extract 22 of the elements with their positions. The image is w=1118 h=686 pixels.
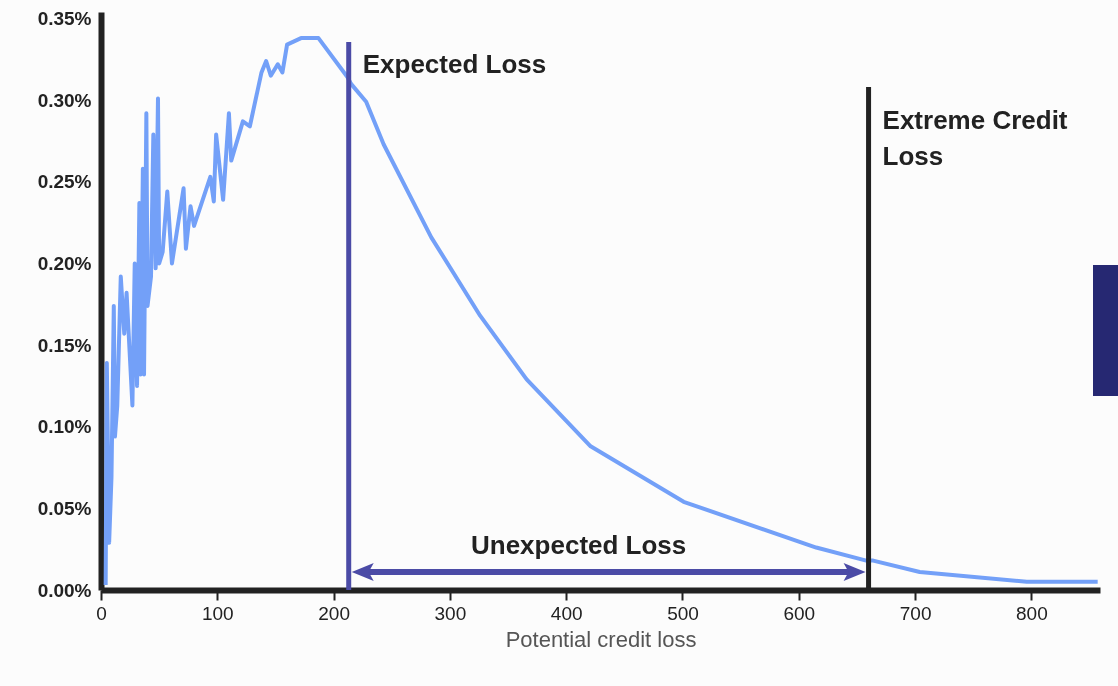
y-tick-label: 0.10% <box>37 416 92 438</box>
x-tick-label: 700 <box>899 602 932 624</box>
annotation: Unexpected Loss <box>470 530 687 560</box>
y-tick-label: 0.00% <box>37 579 92 601</box>
ref-line-label: Extreme Credit Loss <box>882 105 1068 171</box>
line-series <box>103 36 1100 588</box>
x-tick-label: 100 <box>201 602 234 624</box>
y-tick-label: 0.20% <box>37 252 92 274</box>
x-tick-label: 800 <box>1016 602 1048 624</box>
y-tick-label: 0.25% <box>37 171 92 193</box>
x-tick-label: 600 <box>783 602 816 624</box>
x-axis-title: Potential credit loss <box>505 626 697 652</box>
y-tick-label: 0.15% <box>37 334 92 356</box>
x-tick-label: 200 <box>318 602 350 624</box>
x-tick-label: 300 <box>434 602 467 624</box>
y-tick-label: 0.35% <box>37 8 92 30</box>
y-tick-label: 0.05% <box>37 497 92 519</box>
ref-line-label: Expected Loss <box>362 49 547 79</box>
x-tick-label: 0 <box>96 602 107 624</box>
x-tick-label: 400 <box>550 602 583 624</box>
x-tick-label: 500 <box>667 602 699 624</box>
y-tick-label: 0.30% <box>37 89 92 111</box>
